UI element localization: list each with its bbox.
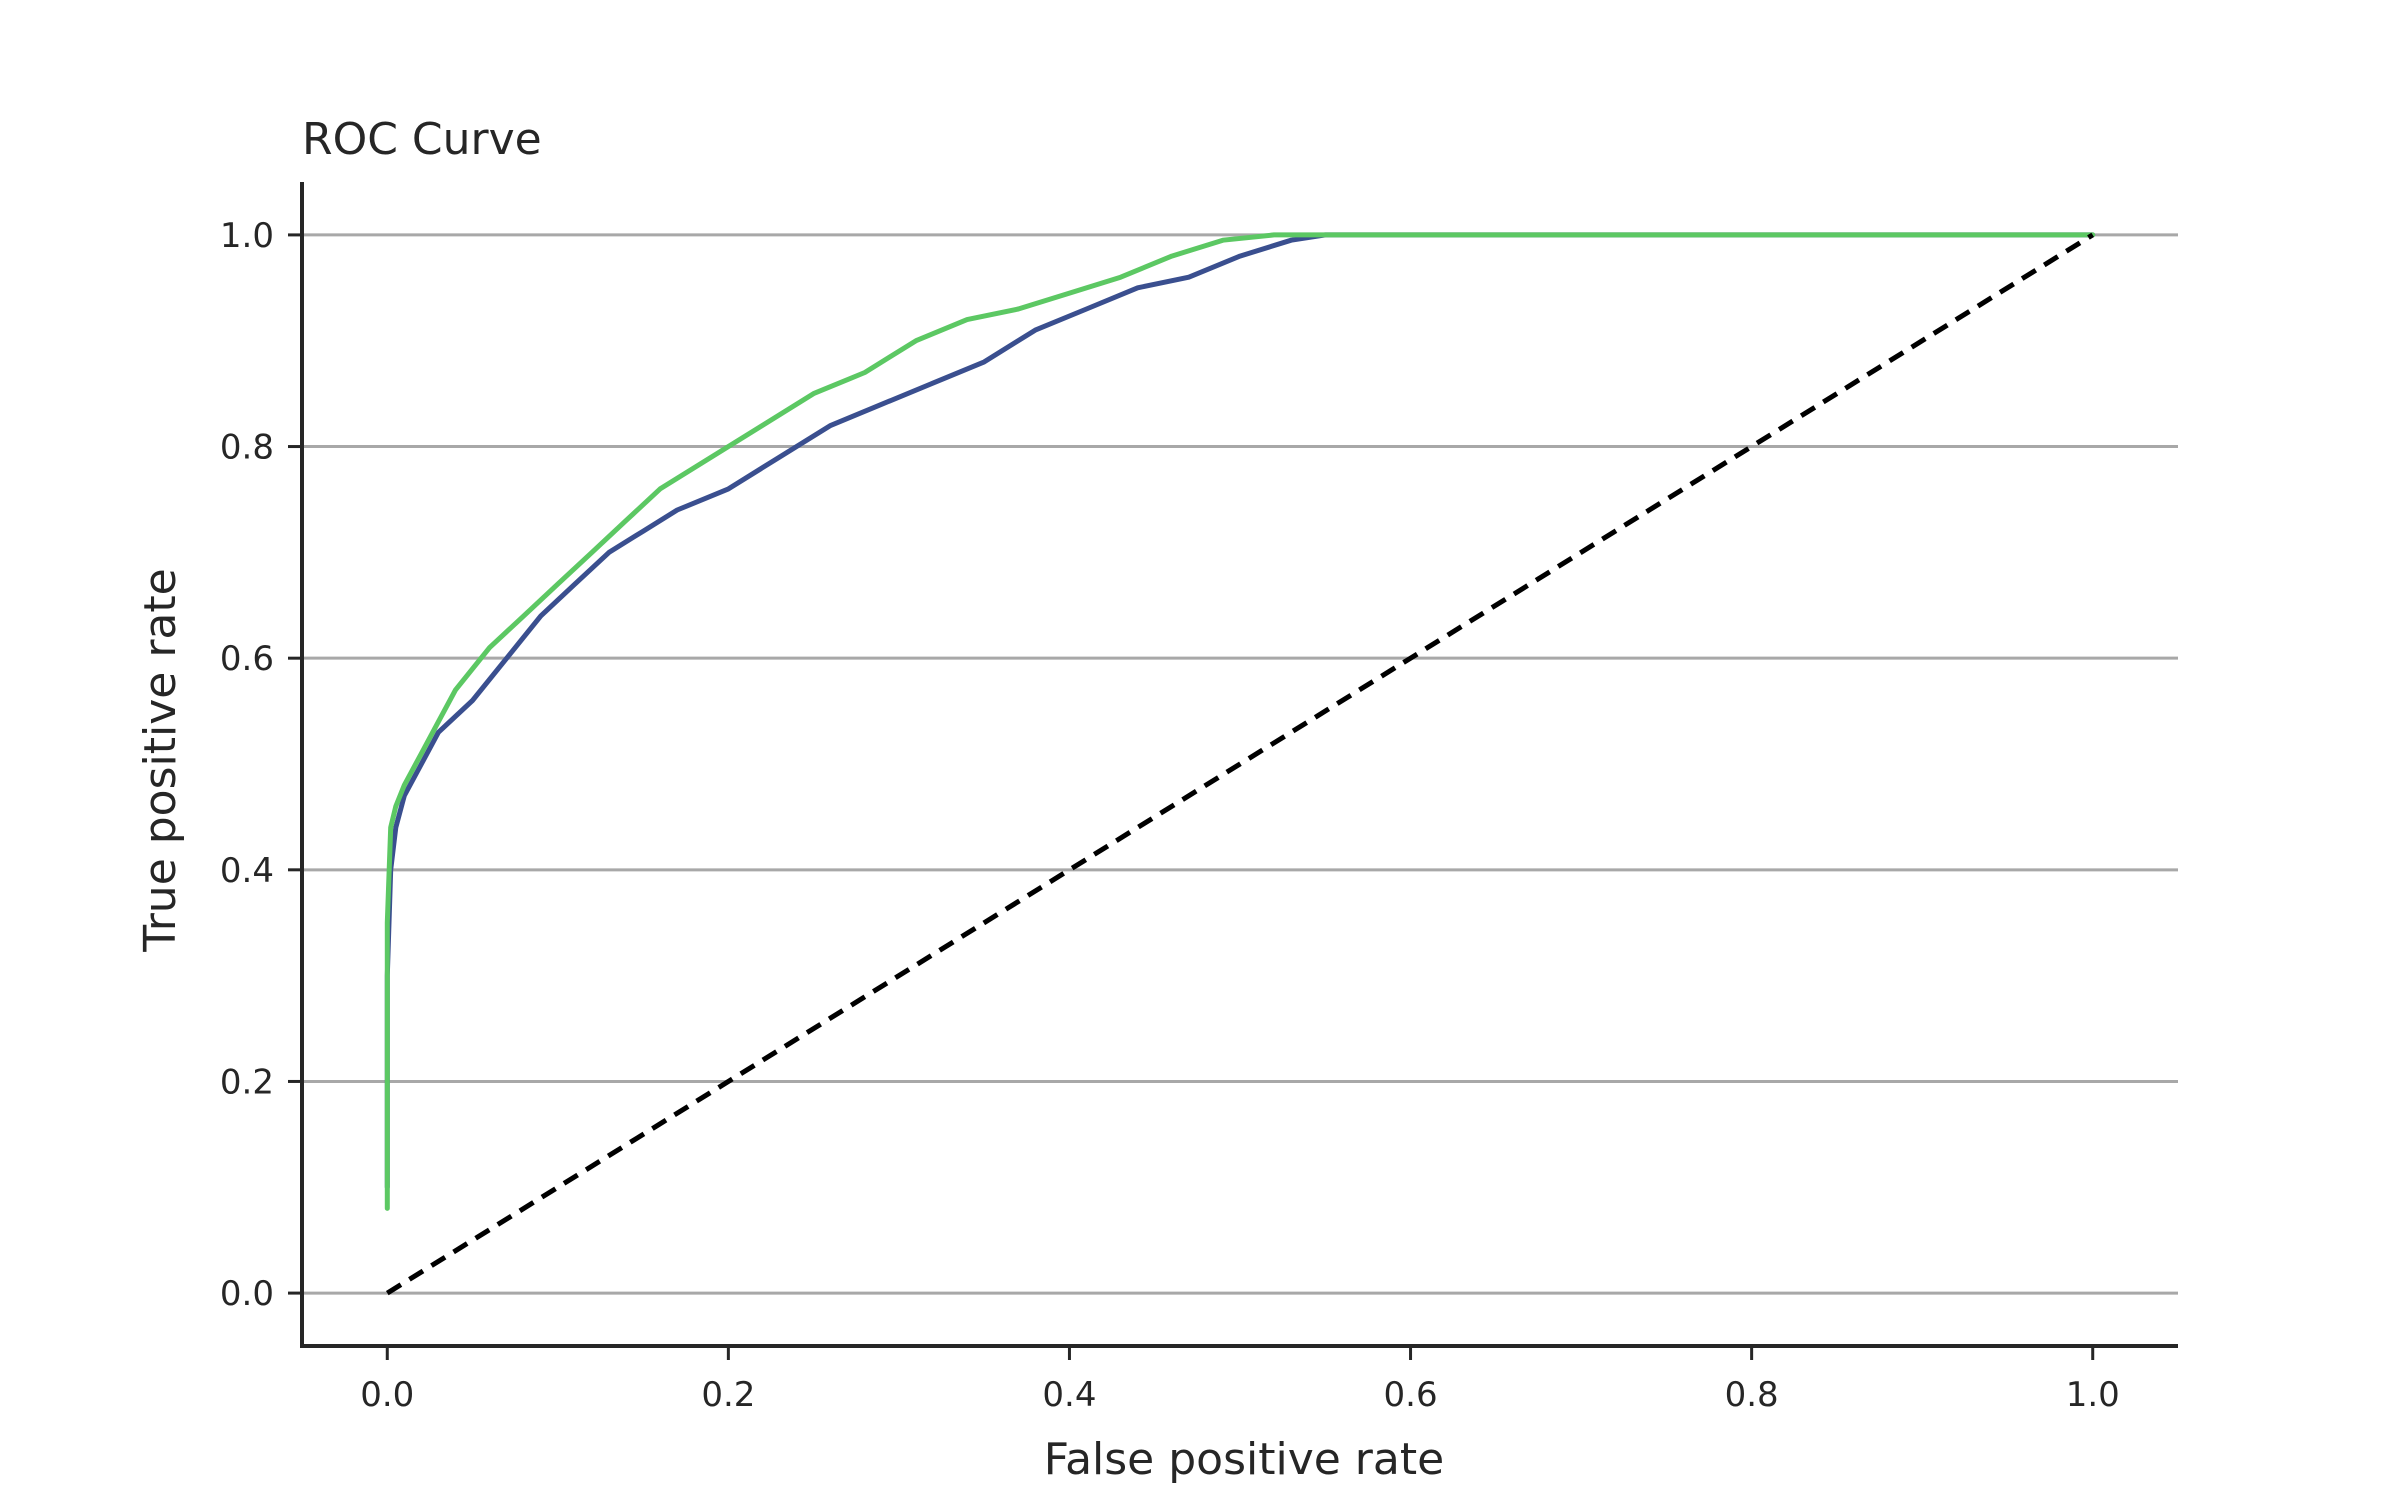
roc-series-line-2 xyxy=(384,232,2096,1211)
y-tick-label: 0.2 xyxy=(220,1062,274,1102)
x-tick-label: 0.2 xyxy=(701,1375,755,1415)
x-axis-label: False positive rate xyxy=(1044,1434,1444,1485)
x-tick-label: 0.4 xyxy=(1042,1375,1096,1415)
x-tick-label: 0.6 xyxy=(1384,1375,1438,1415)
x-tick-label: 0.8 xyxy=(1725,1375,1779,1415)
y-tick-label: 1.0 xyxy=(220,216,274,256)
chart-title: ROC Curve xyxy=(302,114,542,165)
axes xyxy=(300,182,2178,1348)
y-tick-label: 0.0 xyxy=(220,1274,274,1314)
series-lines xyxy=(384,232,2096,1296)
chance-diagonal-line xyxy=(385,232,2095,1296)
grid-lines xyxy=(302,233,2178,1295)
roc-series-line-1 xyxy=(384,232,2096,1190)
x-ticks: 0.0 0.2 0.4 0.6 0.8 1.0 xyxy=(360,1346,2120,1415)
y-tick-label: 0.4 xyxy=(220,851,274,891)
y-axis-label: True positive rate xyxy=(135,568,186,952)
x-tick-label: 0.0 xyxy=(360,1375,414,1415)
y-tick-label: 0.6 xyxy=(220,639,274,679)
x-tick-label: 1.0 xyxy=(2066,1375,2120,1415)
y-tick-label: 0.8 xyxy=(220,428,274,468)
y-ticks: 0.0 0.2 0.4 0.6 0.8 1.0 xyxy=(220,216,302,1314)
